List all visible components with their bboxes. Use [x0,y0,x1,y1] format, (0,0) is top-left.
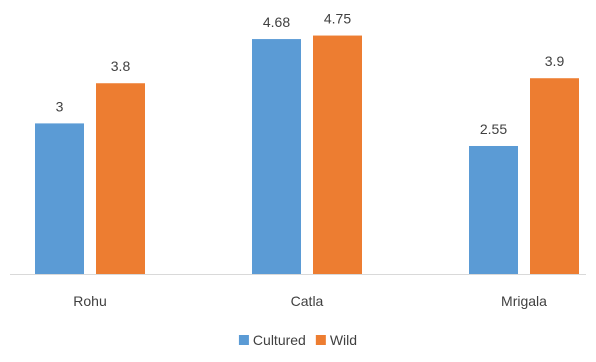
legend-label-wild: Wild [330,332,357,348]
data-labels-layer: 3 3.8 4.68 4.75 2.55 3.9 [56,11,565,137]
legend-item-cultured: Cultured [238,332,306,348]
category-labels-layer: Rohu Catla Mrigala [73,293,547,309]
legend: Cultured Wild [238,332,357,348]
category-label-catla: Catla [291,293,324,309]
bar-cultured-mrigala [469,145,518,274]
bar-cultured-catla [252,39,301,275]
category-label-mrigala: Mrigala [501,293,547,309]
legend-item-wild: Wild [315,332,357,348]
bar-wild-rohu [96,83,145,275]
data-label-cultured-catla: 4.68 [263,14,290,30]
legend-swatch-wild [315,335,326,345]
bar-wild-catla [313,35,362,274]
bar-wild-mrigala [530,78,579,274]
legend-swatch-cultured [238,335,249,345]
bars-layer [35,35,579,275]
data-label-wild-catla: 4.75 [324,11,351,27]
data-label-cultured-rohu: 3 [56,98,64,114]
data-label-cultured-mrigala: 2.55 [480,121,507,137]
category-label-rohu: Rohu [73,293,106,309]
data-label-wild-rohu: 3.8 [111,58,131,74]
bar-cultured-rohu [35,123,84,275]
data-label-wild-mrigala: 3.9 [545,53,565,69]
legend-label-cultured: Cultured [253,332,306,348]
